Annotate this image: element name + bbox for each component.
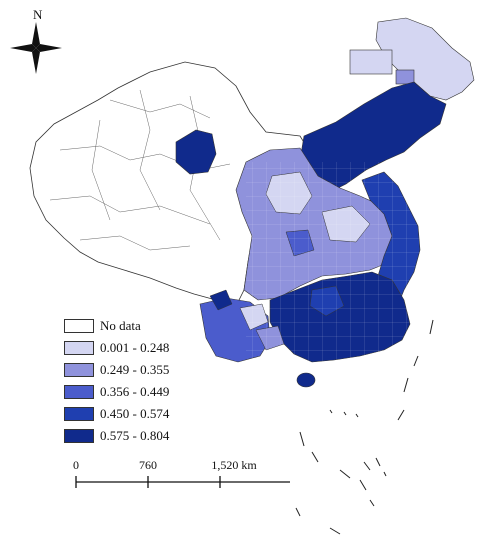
legend-item: 0.575 - 0.804: [64, 425, 169, 447]
legend-swatch: [64, 385, 94, 399]
legend-label: 0.450 - 0.574: [100, 406, 170, 421]
region-west-dark: [175, 129, 217, 175]
legend-item: 0.249 - 0.355: [64, 359, 169, 381]
scale-tick-label: 760: [139, 458, 157, 472]
legend-swatch: [64, 429, 94, 443]
north-label: N: [33, 7, 43, 22]
scale-tick-label: 1,520 km: [211, 458, 257, 472]
scale-bar: [75, 476, 290, 488]
legend-item: 0.356 - 0.449: [64, 381, 169, 403]
legend-swatch: [64, 319, 94, 333]
scale-tick-label: 0: [73, 458, 79, 472]
compass-rose-icon: [10, 22, 62, 74]
legend-item: 0.001 - 0.248: [64, 337, 169, 359]
legend-swatch: [64, 407, 94, 421]
legend-label: 0.001 - 0.248: [100, 340, 170, 355]
legend-label: No data: [100, 318, 141, 333]
legend-label: 0.575 - 0.804: [100, 428, 170, 443]
region-hainan: [296, 372, 316, 388]
map-legend: No data 0.001 - 0.248 0.249 - 0.355 0.35…: [64, 315, 169, 447]
legend-item: 0.450 - 0.574: [64, 403, 169, 425]
scale-bar-labels: 0 760 1,520 km: [70, 458, 290, 492]
legend-label: 0.249 - 0.355: [100, 362, 170, 377]
legend-item: No data: [64, 315, 169, 337]
legend-swatch: [64, 363, 94, 377]
legend-label: 0.356 - 0.449: [100, 384, 170, 399]
south-sea-islands: [295, 319, 434, 535]
legend-swatch: [64, 341, 94, 355]
